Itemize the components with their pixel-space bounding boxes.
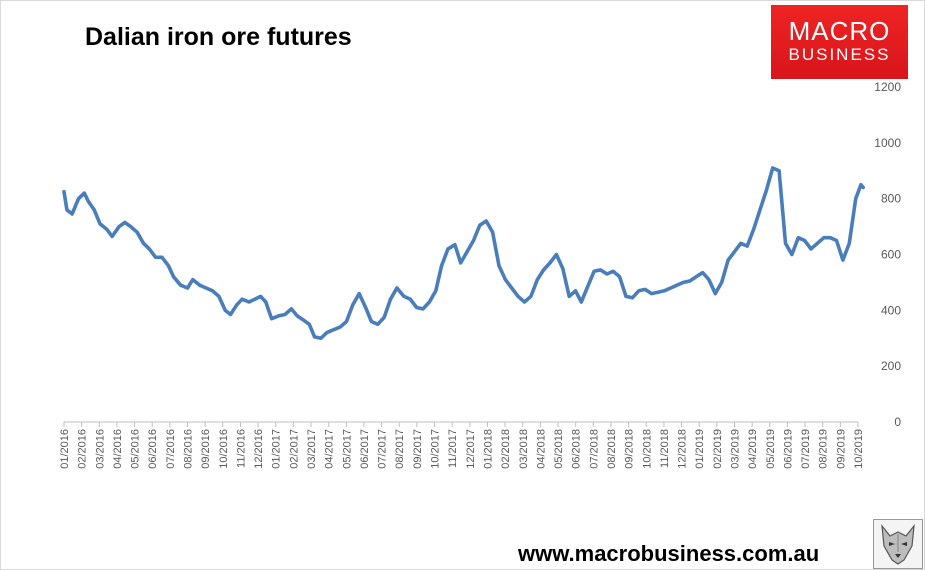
y-tick-label: 600	[881, 248, 901, 262]
x-tick-label: 03/2018	[518, 429, 530, 469]
x-tick-label: 11/2018	[659, 429, 671, 468]
x-tick-label: 03/2019	[729, 429, 741, 469]
y-tick-label: 200	[881, 359, 901, 373]
x-tick-label: 12/2017	[465, 429, 477, 469]
x-tick-label: 06/2018	[571, 429, 583, 469]
x-tick-label: 02/2019	[712, 429, 724, 469]
x-tick-label: 04/2018	[535, 429, 547, 469]
logo-line-1: MACRO	[788, 16, 891, 46]
x-tick-label: 05/2019	[765, 429, 777, 469]
x-tick-label: 09/2019	[835, 429, 847, 469]
x-tick-label: 06/2017	[359, 429, 371, 469]
x-tick-label: 06/2019	[782, 429, 794, 469]
x-tick-label: 02/2016	[77, 429, 89, 469]
x-tick-label: 03/2017	[306, 429, 318, 469]
logo-line-2: BUSINESS	[788, 45, 891, 64]
x-tick-label: 02/2018	[500, 429, 512, 469]
y-axis: 0 200 400 600 800 1000 1200	[874, 80, 901, 429]
macrobusiness-logo: MACRO BUSINESS	[771, 5, 908, 79]
website-url: www.macrobusiness.com.au	[518, 541, 820, 566]
x-tick-label: 07/2017	[377, 429, 389, 469]
x-tick-label: 10/2019	[853, 429, 865, 469]
x-tick-label: 06/2016	[147, 429, 159, 469]
y-tick-label: 0	[894, 415, 901, 429]
y-tick-label: 400	[881, 303, 901, 317]
x-tick-label: 05/2018	[553, 429, 565, 469]
x-tick-label: 10/2017	[430, 429, 442, 469]
x-tick-label: 08/2017	[394, 429, 406, 469]
x-tick-label: 11/2016	[235, 429, 247, 468]
wolf-mascot-icon	[873, 519, 923, 569]
x-tick-label: 08/2016	[183, 429, 195, 469]
x-tick-label: 01/2017	[271, 429, 283, 469]
x-tick-label: 09/2016	[200, 429, 212, 469]
x-tick-label: 09/2018	[624, 429, 636, 469]
y-tick-label: 800	[881, 192, 901, 206]
x-tick-label: 03/2016	[94, 429, 106, 469]
x-tick-label: 12/2016	[253, 429, 265, 469]
x-tick-label: 07/2016	[165, 429, 177, 469]
x-tick-label: 08/2019	[818, 429, 830, 469]
series-line	[62, 166, 865, 341]
x-tick-label: 08/2018	[606, 429, 618, 469]
x-tick-label: 10/2018	[641, 429, 653, 469]
x-tick-label: 05/2017	[341, 429, 353, 469]
x-tick-label: 10/2016	[218, 429, 230, 469]
x-tick-label: 01/2019	[694, 429, 706, 469]
x-axis: 01/2016 02/2016 03/2016 04/2016 05/2016 06/20…	[59, 421, 865, 469]
x-tick-label: 12/2018	[677, 429, 689, 469]
x-tick-label: 04/2016	[112, 429, 124, 469]
x-tick-label: 04/2019	[747, 429, 759, 469]
chart-title: Dalian iron ore futures	[85, 23, 352, 51]
x-tick-label: 01/2016	[59, 429, 71, 469]
x-tick-label: 01/2018	[482, 429, 494, 469]
x-tick-label: 09/2017	[412, 429, 424, 469]
x-tick-label: 04/2017	[324, 429, 336, 469]
y-tick-label: 1000	[874, 136, 901, 150]
x-tick-label: 11/2017	[447, 429, 459, 468]
x-tick-label: 07/2018	[588, 429, 600, 469]
x-tick-label: 05/2016	[130, 429, 142, 469]
x-tick-label: 07/2019	[800, 429, 812, 469]
y-tick-label: 1200	[874, 80, 901, 94]
x-tick-label: 02/2017	[288, 429, 300, 469]
